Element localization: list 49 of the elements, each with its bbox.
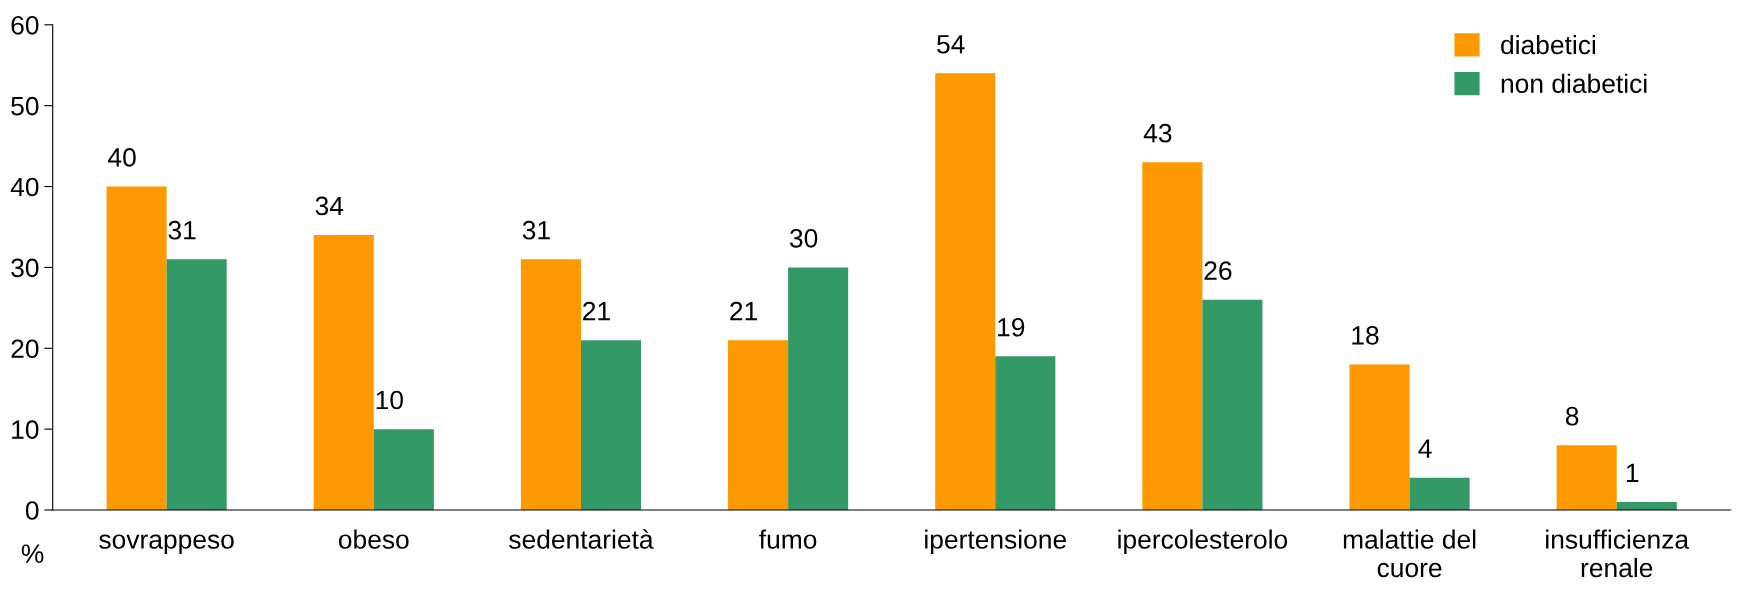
bar <box>1556 445 1617 511</box>
data-label: 21 <box>583 301 610 321</box>
x-tick-label: obeso <box>338 529 409 549</box>
y-tick-label: 10 <box>12 420 39 439</box>
bar <box>728 340 789 511</box>
bar <box>313 235 374 511</box>
bar <box>788 267 849 511</box>
data-label: 40 <box>108 148 136 167</box>
data-label: 26 <box>1204 261 1232 280</box>
x-tick-label: ipercolesterolo <box>1118 529 1288 555</box>
bar <box>1409 477 1470 511</box>
data-label: 18 <box>1352 325 1379 345</box>
bar <box>580 340 642 511</box>
bar <box>520 259 581 511</box>
data-label: 31 <box>522 220 550 240</box>
data-label: 4 <box>1418 439 1432 458</box>
x-tick-label: malattie del cuore <box>1343 529 1476 578</box>
x-tick-label: fumo <box>759 529 817 549</box>
x-tick-label: sedentarietà <box>509 529 654 549</box>
data-label: 30 <box>789 228 818 248</box>
y-tick-label: 20 <box>11 339 39 359</box>
bar <box>935 73 996 511</box>
bar <box>373 429 434 511</box>
bar <box>1202 299 1263 511</box>
data-label: 21 <box>730 301 757 321</box>
y-tick-label: 0 <box>25 501 39 520</box>
data-label: 19 <box>998 317 1025 337</box>
bar <box>1142 162 1203 511</box>
data-label: 43 <box>1143 123 1172 143</box>
legend-label: non diabetici <box>1501 73 1647 94</box>
y-tick-label: 40 <box>10 177 39 197</box>
data-label: 54 <box>937 35 965 54</box>
data-label: 1 <box>1626 463 1639 482</box>
x-tick-label: insufficienza renale <box>1546 529 1690 578</box>
bar <box>995 356 1056 511</box>
data-label: 34 <box>315 196 344 216</box>
bar <box>166 259 227 511</box>
y-axis-title: % <box>21 544 44 563</box>
bar <box>106 186 167 511</box>
data-label: 8 <box>1565 406 1579 426</box>
bar <box>1349 364 1410 511</box>
x-tick-label: sovrappeso <box>99 534 234 555</box>
data-label: 31 <box>168 220 196 240</box>
legend-label: diabetici <box>1501 34 1596 55</box>
y-tick-label: 60 <box>11 15 39 35</box>
x-tick-label: ipertensione <box>925 529 1066 555</box>
y-tick-label: 50 <box>11 96 39 116</box>
data-label: 10 <box>376 390 403 410</box>
y-tick-label: 30 <box>11 258 39 278</box>
